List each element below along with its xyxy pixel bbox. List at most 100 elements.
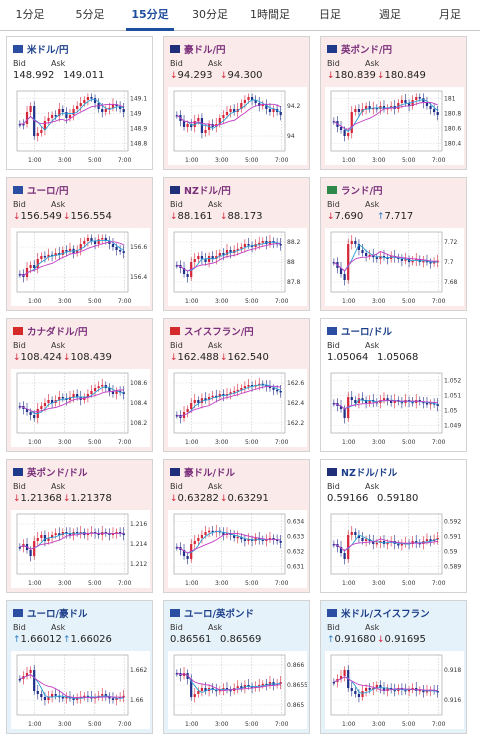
pair-name[interactable]: NZドル/円 (184, 186, 231, 197)
mini-candle-chart[interactable]: 1:00 3:00 5:00 7:00 0.592 0.591 0.59 0.589 (325, 510, 464, 588)
mini-candle-chart[interactable]: 1:00 3:00 5:00 7:00 162.6 162.4 162.2 (168, 369, 307, 447)
pair-name[interactable]: ユーロ/ドル (341, 327, 392, 338)
candle-body (222, 532, 225, 535)
pair-name[interactable]: ランド/円 (341, 186, 383, 197)
chart-svg: 1:00 3:00 5:00 7:00 0.592 0.591 0.59 0.589 (330, 513, 461, 587)
bid-label: Bid (327, 200, 340, 209)
candle-body (400, 401, 404, 404)
candle-body (207, 256, 211, 262)
mini-candle-chart[interactable]: 1:00 3:00 5:00 7:00 7.72 7.7 7.68 (325, 228, 464, 306)
tab-15min[interactable]: 15分足 (120, 0, 180, 31)
mini-candle-chart[interactable]: 1:00 3:00 5:00 7:00 108.6 108.4 108.2 (11, 369, 150, 447)
candle-body (25, 409, 29, 412)
pair-name[interactable]: 英ポンド/円 (341, 45, 392, 56)
mini-candle-chart[interactable]: 1:00 3:00 5:00 7:00 88.2 88 87.8 (168, 228, 307, 306)
mini-candle-chart[interactable]: 1:00 3:00 5:00 7:00 1.052 1.051 1.05 1.049 (325, 369, 464, 447)
candle-body (357, 535, 361, 538)
mini-candle-chart[interactable]: 1:00 3:00 5:00 7:00 0.634 0.633 0.632 0.631 (168, 510, 307, 588)
candle-body (343, 670, 346, 676)
rate-card[interactable]: ランド/円 Bid Ask ↓7.690 ↑7.717 1:00 3:00 5:00 7:00 7… (320, 177, 467, 311)
rate-card[interactable]: 豪ドル/円 Bid Ask ↓94.293 ↓94.300 1:00 3:00 5:00 7:0… (163, 36, 310, 170)
mini-candle-chart[interactable]: 1:00 3:00 5:00 7:00 0.918 0.916 (325, 651, 464, 729)
candle-body (418, 689, 421, 692)
mini-candle-chart[interactable]: 1:00 3:00 5:00 7:00 149.1 149 148.9 148.8 (11, 87, 150, 165)
candle-body (379, 685, 382, 688)
ask-label: Ask (51, 200, 66, 209)
ma-short-line (19, 99, 124, 131)
pair-name[interactable]: カナダドル/円 (27, 327, 88, 338)
candle-body (61, 697, 64, 699)
candle-body (375, 257, 378, 259)
mini-candle-chart[interactable]: 1:00 3:00 5:00 7:00 1.216 1.214 1.212 (11, 510, 150, 588)
tab-1hour[interactable]: 1時間足 (250, 8, 290, 21)
pair-name[interactable]: 米ドル/円 (27, 45, 69, 56)
pair-name[interactable]: ユーロ/豪ドル (27, 609, 88, 620)
rate-card[interactable]: NZドル/ドル Bid Ask 0.59166 0.59180 1:00 3:00 5:00 7… (320, 459, 467, 593)
candle-body (47, 697, 50, 700)
tab-5min[interactable]: 5分足 (75, 8, 105, 21)
candle-body (190, 679, 193, 697)
card-header: ユーロ/円 (13, 183, 68, 197)
pair-name[interactable]: NZドル/ドル (341, 468, 398, 479)
candle-body (58, 533, 61, 535)
rate-card[interactable]: ユーロ/英ポンド Bid Ask 0.86561 0.86569 1:00 3:00 5:00… (163, 600, 310, 734)
pair-name[interactable]: ユーロ/円 (27, 186, 69, 197)
rate-card[interactable]: 英ポンド/ドル Bid Ask ↓1.21368 ↓1.21378 1:00 3:00 5:0… (6, 459, 153, 593)
pair-name[interactable]: 豪ドル/ドル (184, 468, 235, 479)
candle-body (279, 244, 282, 246)
pair-name[interactable]: ユーロ/英ポンド (184, 609, 254, 620)
ask-price: 7.717 (384, 211, 414, 222)
bid-price: 0.63282 (177, 493, 219, 504)
bid-value: ↑0.91680 (327, 634, 377, 645)
rate-card[interactable]: ユーロ/豪ドル Bid Ask ↑1.66012 ↑1.66026 1:00 3:00 5:0… (6, 600, 153, 734)
rate-card[interactable]: NZドル/円 Bid Ask ↓88.161 ↓88.173 1:00 3:00 5:00 7:… (163, 177, 310, 311)
tab-monthly[interactable]: 月足 (439, 8, 461, 21)
candle-body (108, 107, 111, 110)
ma-long-line (19, 241, 124, 277)
candle-body (233, 535, 236, 538)
mini-candle-chart[interactable]: 1:00 3:00 5:00 7:00 156.6 156.4 (11, 228, 150, 306)
pair-name[interactable]: スイスフラン/円 (184, 327, 254, 338)
candle-body (364, 106, 368, 109)
x-tick-label: 7:00 (432, 439, 446, 446)
rate-card[interactable]: 米ドル/円 Bid Ask 148.992 149.011 1:00 3:00 5:00 7:0… (6, 36, 153, 170)
bid-ask-labels: Bid Ask (13, 59, 65, 68)
x-tick-label: 3:00 (215, 157, 229, 164)
mini-candle-chart[interactable]: 1:00 3:00 5:00 7:00 94.2 94 (168, 87, 307, 165)
pair-name[interactable]: 米ドル/スイスフラン (341, 609, 430, 620)
pair-name[interactable]: 英ポンド/ドル (27, 468, 88, 479)
bid-ask-labels: Bid Ask (13, 341, 65, 350)
tab-daily[interactable]: 日足 (319, 8, 341, 21)
card-header: 豪ドル/円 (170, 42, 225, 56)
candle-body (279, 541, 282, 543)
rate-card[interactable]: 米ドル/スイスフラン Bid Ask ↑0.91680 ↓0.91695 1:00 3:00… (320, 600, 467, 734)
candle-body (197, 538, 200, 541)
candle-body (347, 133, 350, 136)
y-tick-label: 149.1 (130, 96, 147, 103)
x-tick-label: 7:00 (432, 721, 446, 728)
candle-body (29, 670, 32, 673)
rate-card[interactable]: ユーロ/円 Bid Ask ↓156.549 ↓156.554 1:00 3:00 5:00 7… (6, 177, 153, 311)
tab-weekly[interactable]: 週足 (379, 8, 401, 21)
candle-body (83, 695, 86, 698)
pair-name[interactable]: 豪ドル/円 (184, 45, 226, 56)
mini-candle-chart[interactable]: 1:00 3:00 5:00 7:00 0.866 0.8655 0.865 (168, 651, 307, 729)
rate-card[interactable]: ユーロ/ドル Bid Ask 1.05064 1.05068 1:00 3:00 5:00 7:… (320, 318, 467, 452)
candle-body (40, 406, 43, 409)
candle-body (72, 109, 75, 115)
rate-card[interactable]: カナダドル/円 Bid Ask ↓108.424 ↓108.439 1:00 3:00 5:0… (6, 318, 153, 452)
rate-card[interactable]: 豪ドル/ドル Bid Ask ↓0.63282 ↓0.63291 1:00 3:00 5:00… (163, 459, 310, 593)
tab-1min[interactable]: 1分足 (15, 8, 45, 21)
rate-card-grid: 米ドル/円 Bid Ask 148.992 149.011 1:00 3:00 5:00 7:0… (6, 36, 476, 734)
rate-card[interactable]: 英ポンド/円 Bid Ask ↓180.839 ↓180.849 1:00 3:00 5:00… (320, 36, 467, 170)
candle-body (243, 386, 247, 388)
tab-30min[interactable]: 30分足 (192, 8, 228, 21)
arrow-up-icon: ↑ (327, 635, 335, 645)
candle-body (122, 109, 125, 112)
ma-long-line (333, 250, 438, 272)
mini-candle-chart[interactable]: 1:00 3:00 5:00 7:00 1.662 1.66 (11, 651, 150, 729)
rate-card[interactable]: スイスフラン/円 Bid Ask ↓162.488 ↓162.540 1:00 3:00 5:… (163, 318, 310, 452)
candle-body (236, 536, 239, 539)
candle-body (68, 248, 72, 252)
mini-candle-chart[interactable]: 1:00 3:00 5:00 7:00 181 180.8 180.6 180.4 (325, 87, 464, 165)
